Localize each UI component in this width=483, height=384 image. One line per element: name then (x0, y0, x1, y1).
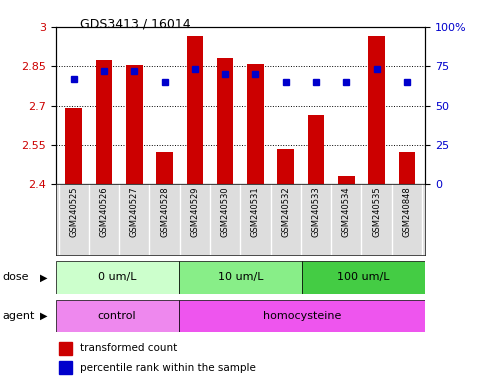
Text: 0 um/L: 0 um/L (98, 272, 136, 283)
Text: 10 um/L: 10 um/L (217, 272, 263, 283)
Text: ▶: ▶ (40, 272, 47, 283)
Text: GSM240530: GSM240530 (221, 187, 229, 237)
Text: homocysteine: homocysteine (263, 311, 341, 321)
Bar (368, 36, 385, 184)
Text: percentile rank within the sample: percentile rank within the sample (80, 362, 256, 373)
Bar (56, 300, 179, 332)
Text: 100 um/L: 100 um/L (337, 272, 390, 283)
Text: GSM240528: GSM240528 (160, 187, 169, 237)
Bar (59, 361, 72, 374)
Bar (186, 36, 203, 184)
Text: GSM240532: GSM240532 (281, 187, 290, 237)
Text: GDS3413 / 16014: GDS3413 / 16014 (80, 17, 190, 30)
Text: GSM240534: GSM240534 (342, 187, 351, 237)
Text: GSM240848: GSM240848 (402, 187, 412, 237)
Text: GSM240527: GSM240527 (130, 187, 139, 237)
Text: GSM240525: GSM240525 (69, 187, 78, 237)
Bar (179, 261, 302, 294)
Text: GSM240531: GSM240531 (251, 187, 260, 237)
Text: control: control (98, 311, 136, 321)
Bar (96, 60, 113, 184)
Text: GSM240526: GSM240526 (99, 187, 109, 237)
Text: transformed count: transformed count (80, 343, 177, 354)
Bar (179, 300, 425, 332)
Bar (338, 176, 355, 184)
Bar (156, 152, 173, 184)
Bar (56, 261, 179, 294)
Bar (308, 115, 325, 184)
Text: GSM240533: GSM240533 (312, 187, 321, 237)
Bar (247, 64, 264, 184)
Text: GSM240535: GSM240535 (372, 187, 381, 237)
Bar (398, 152, 415, 184)
Bar (65, 108, 82, 184)
Text: agent: agent (2, 311, 35, 321)
Bar (126, 65, 142, 184)
Bar (217, 58, 233, 184)
Bar (302, 261, 425, 294)
Text: ▶: ▶ (40, 311, 47, 321)
Bar (277, 149, 294, 184)
Text: dose: dose (2, 272, 29, 283)
Text: GSM240529: GSM240529 (190, 187, 199, 237)
Bar (59, 342, 72, 355)
